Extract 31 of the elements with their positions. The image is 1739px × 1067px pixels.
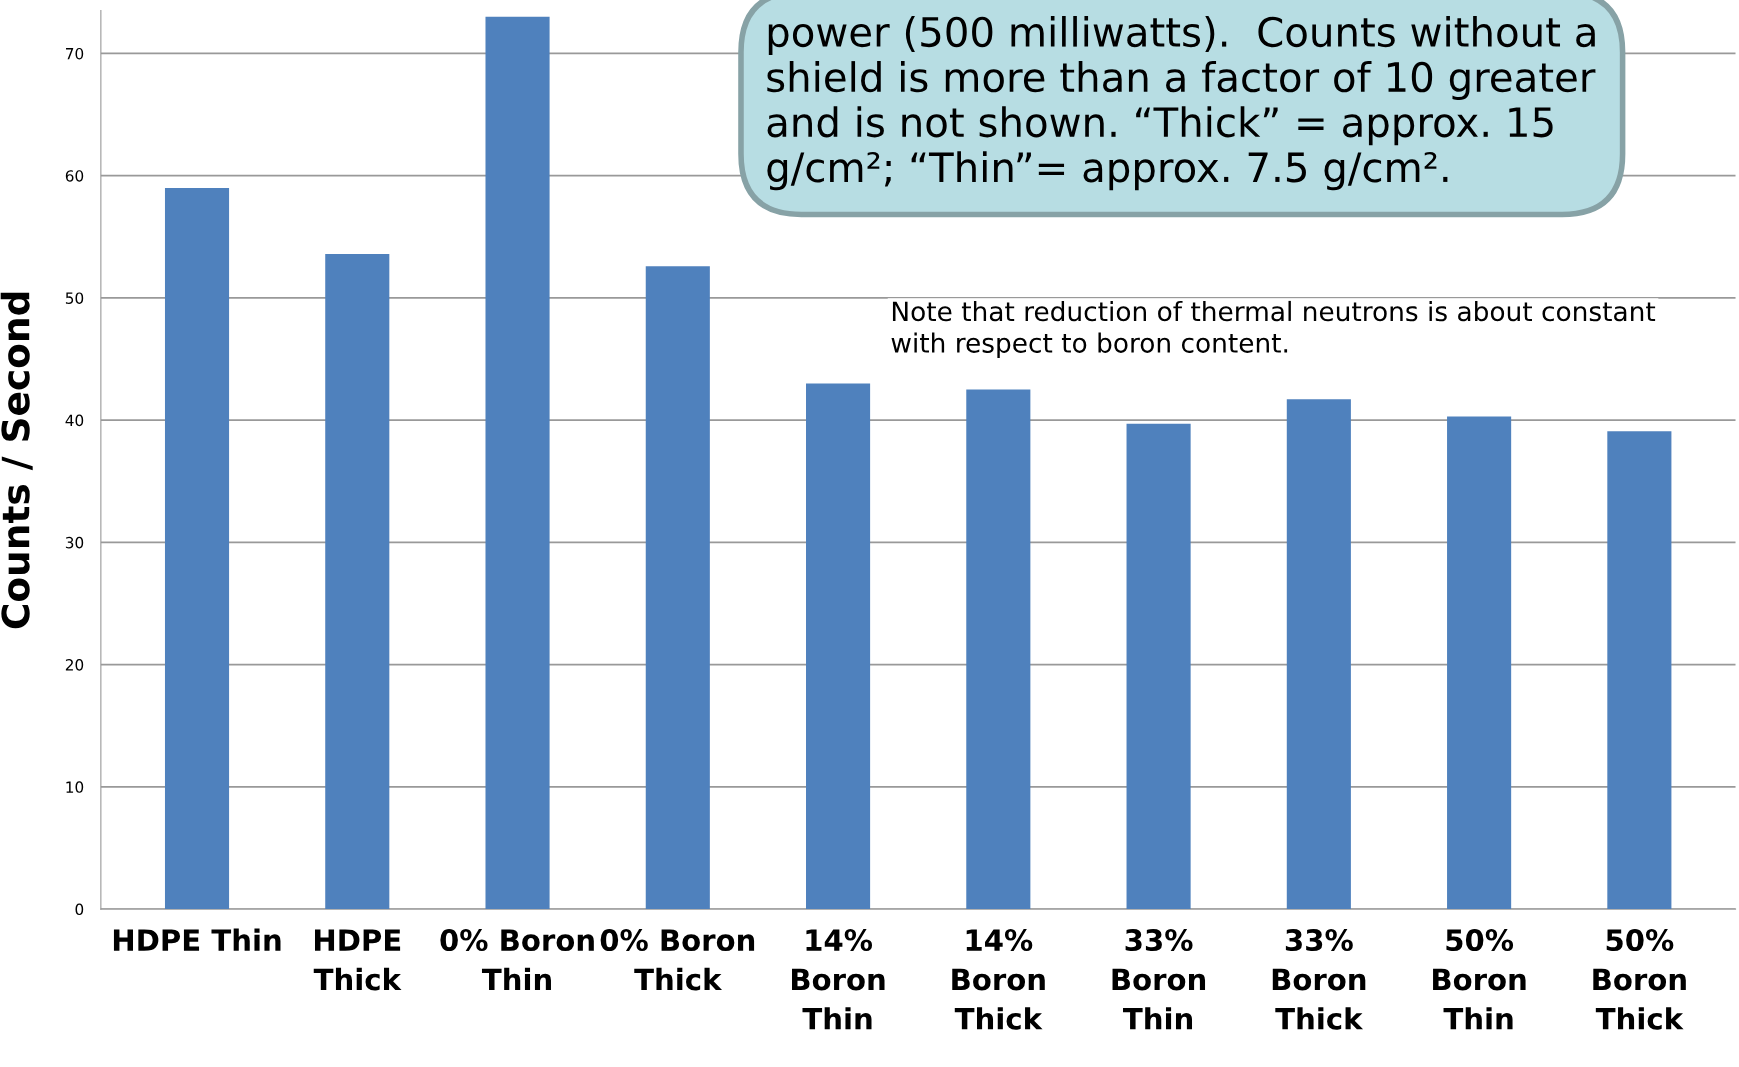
bar	[806, 383, 871, 910]
x-tick-label: 14% Boron Thin	[792, 929, 885, 1030]
x-tick-label: 50% Boron Thin	[1433, 929, 1526, 1030]
x-tick-label: 0% Boron Thick	[600, 929, 755, 991]
x-tick-label: 0% Boron Thin	[440, 929, 594, 990]
bar	[1126, 423, 1191, 910]
annotation: Note that reduction of thermal neutrons is about constant with respect to boron content.	[891, 300, 1656, 358]
y-tick-label: 10	[66, 781, 84, 793]
y-tick-label: 60	[65, 170, 84, 182]
x-tick-label: 33% Boron Thin	[1112, 929, 1206, 1030]
x-tick-label: 50% Boron Thick	[1593, 929, 1686, 1030]
y-axis-title: Counts / Second	[0, 292, 33, 629]
bar	[164, 187, 230, 910]
bar	[645, 266, 710, 910]
y-tick-label: 20	[65, 659, 84, 671]
y-tick-label: 30	[65, 536, 84, 549]
x-tick-label: HDPE Thin	[113, 928, 281, 951]
y-tick-label: 70	[66, 47, 84, 60]
x-tick-label: 14% Boron Thick	[952, 929, 1045, 1030]
bar	[1607, 431, 1672, 910]
y-tick-label: 50	[65, 292, 84, 304]
bar	[966, 389, 1031, 910]
y-tick-label: 0	[75, 903, 84, 916]
x-tick-label: HDPE Thick	[313, 929, 402, 991]
y-tick-label: 40	[65, 414, 84, 427]
bar	[1447, 416, 1512, 910]
annotation: power (500 milliwatts). Counts without a shield is more than a factor of 10 greater and is not shown. “Thick” = approx. 15 g/cm²; “Thin”= approx. 7.5 g/cm².	[767, 16, 1596, 191]
x-tick-label: 33% Boron Thick	[1272, 929, 1366, 1030]
bar	[485, 16, 550, 910]
bar	[325, 253, 390, 910]
bar	[1286, 399, 1351, 910]
